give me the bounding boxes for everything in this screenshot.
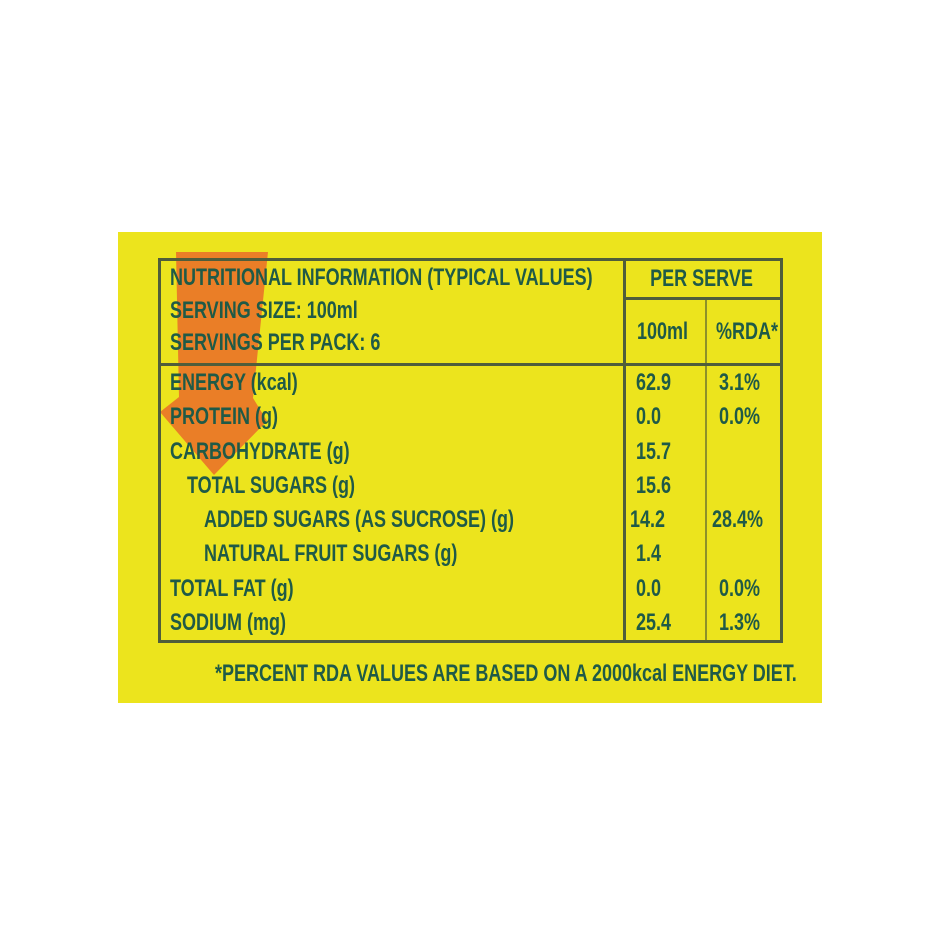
row-label: TOTAL FAT (g) [170,574,294,602]
serving-size-text: SERVING SIZE: 100ml [170,297,358,324]
servings-per-pack-text: SERVINGS PER PACK: 6 [170,329,381,356]
rda-footnote-text: *PERCENT RDA VALUES ARE BASED ON A 2000k… [214,660,797,687]
column-header-100ml: 100ml [626,300,716,363]
table-header-left: NUTRITIONAL INFORMATION (TYPICAL VALUES)… [161,261,623,363]
column-header-rda-text: %RDA* [716,317,779,345]
header-body-divider [161,363,780,366]
row-label: SODIUM (mg) [170,608,286,636]
row-value-rda: 0.0% [719,403,761,431]
table-row-energy: ENERGY (kcal) 62.9 3.1% [161,366,780,400]
nutrition-label-card: NUTRITIONAL INFORMATION (TYPICAL VALUES)… [118,232,822,703]
serving-size-line: SERVING SIZE: 100ml [161,295,623,327]
row-label: ENERGY (kcal) [170,369,298,397]
nutrition-table: NUTRITIONAL INFORMATION (TYPICAL VALUES)… [158,258,783,643]
per-serve-underline [623,297,780,300]
per-serve-header: PER SERVE [623,261,780,297]
row-label: NATURAL FRUIT SUGARS (g) [204,540,458,568]
row-value-rda: 0.0% [719,574,761,602]
main-column-divider [623,261,626,640]
table-header-right: PER SERVE 100ml %RDA* [623,261,780,363]
row-value-100ml: 1.4 [636,540,662,568]
column-header-100ml-text: 100ml [637,317,689,345]
row-label: CARBOHYDRATE (g) [170,437,350,465]
row-value-100ml: 25.4 [636,608,672,636]
table-row-total-sugars: TOTAL SUGARS (g) 15.6 [161,469,780,503]
row-label: PROTEIN (g) [170,403,278,431]
table-title-text: NUTRITIONAL INFORMATION (TYPICAL VALUES) [170,264,593,291]
per-serve-text: PER SERVE [650,265,753,292]
servings-per-pack-line: SERVINGS PER PACK: 6 [161,327,623,359]
rda-column-divider [705,297,707,640]
row-value-100ml: 62.9 [636,369,672,397]
rda-footnote: *PERCENT RDA VALUES ARE BASED ON A 2000k… [118,662,822,686]
row-value-100ml: 0.0 [636,403,662,431]
table-body: ENERGY (kcal) 62.9 3.1% PROTEIN (g) 0.0 … [161,366,780,640]
row-value-rda: 1.3% [719,608,761,636]
row-value-rda: 3.1% [719,369,761,397]
table-row-added-sugars: ADDED SUGARS (AS SUCROSE) (g) 14.2 28.4% [161,503,780,537]
column-header-rda: %RDA* [707,300,780,363]
table-title: NUTRITIONAL INFORMATION (TYPICAL VALUES) [161,261,623,295]
table-row-carbohydrate: CARBOHYDRATE (g) 15.7 [161,435,780,469]
row-value-100ml: 14.2 [629,506,666,534]
row-value-100ml: 15.6 [636,471,672,499]
table-row-protein: PROTEIN (g) 0.0 0.0% [161,400,780,434]
row-label: ADDED SUGARS (AS SUCROSE) (g) [204,506,515,534]
row-value-rda: 28.4% [711,506,763,534]
table-row-total-fat: TOTAL FAT (g) 0.0 0.0% [161,572,780,606]
table-row-sodium: SODIUM (mg) 25.4 1.3% [161,606,780,640]
row-value-100ml: 0.0 [636,574,662,602]
row-value-100ml: 15.7 [636,437,672,465]
row-label: TOTAL SUGARS (g) [187,471,355,499]
table-row-natural-fruit-sugars: NATURAL FRUIT SUGARS (g) 1.4 [161,537,780,571]
